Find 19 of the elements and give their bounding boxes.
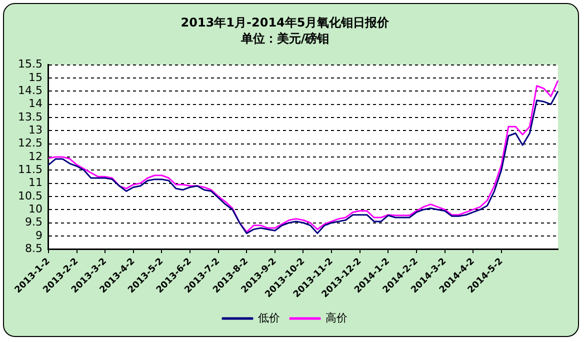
y-tick-label: 12: [28, 150, 42, 163]
y-tick-label: 15: [28, 70, 42, 84]
y-tick-label: 14: [28, 97, 42, 110]
y-tick-label: 13: [28, 123, 42, 136]
y-tick-label: 10.5: [18, 189, 42, 202]
y-tick-label: 12.5: [18, 136, 42, 150]
y-tick-label: 9: [35, 228, 42, 242]
y-tick-label: 13.5: [18, 110, 42, 124]
y-tick-label: 14.5: [18, 84, 42, 97]
y-tick-label: 11.5: [18, 162, 42, 176]
chart-title: 2013年1月-2014年5月氧化钼日报价: [180, 15, 390, 30]
legend-label: 高价: [326, 311, 348, 324]
y-tick-label: 8.5: [24, 242, 42, 255]
chart-subtitle: 单位：美元/磅钼: [240, 32, 330, 46]
y-tick-label: 10: [28, 202, 42, 216]
y-tick-label: 11: [28, 176, 42, 190]
legend-label: 低价: [258, 311, 280, 324]
y-tick-label: 9.5: [24, 216, 42, 229]
y-tick-label: 15.5: [18, 58, 42, 71]
